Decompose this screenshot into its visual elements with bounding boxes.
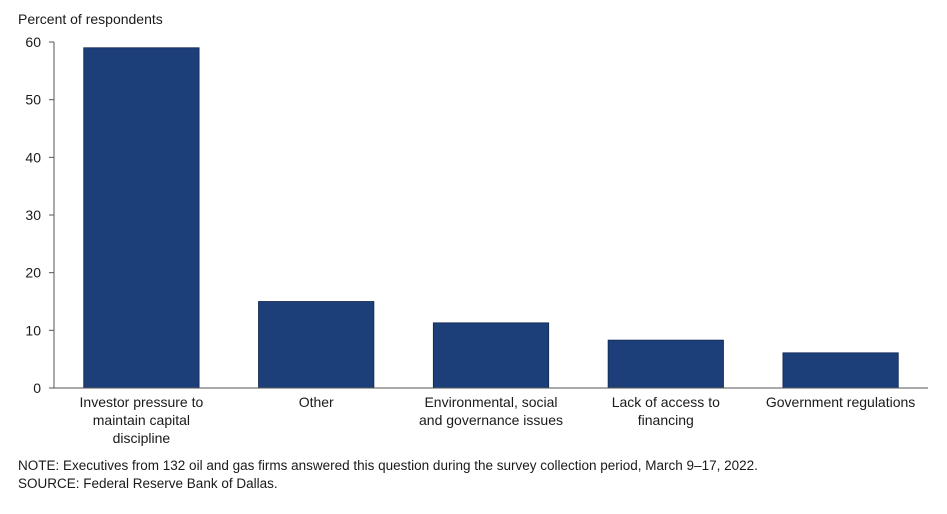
bar xyxy=(782,352,899,389)
x-category-label: Environmental, social xyxy=(424,394,557,410)
y-tick-label: 60 xyxy=(25,34,41,50)
y-tick-label: 50 xyxy=(25,92,41,108)
note-text: NOTE: Executives from 132 oil and gas fi… xyxy=(18,458,758,473)
x-category-label: maintain capital xyxy=(93,412,190,428)
x-category-label: and governance issues xyxy=(419,412,563,428)
x-category-label: Other xyxy=(299,394,334,410)
bar xyxy=(432,322,550,389)
x-category-label: Investor pressure to xyxy=(80,394,204,410)
bar-chart: Percent of respondents 0 10 20 30 40 50 60 Inv… xyxy=(18,11,928,446)
x-category-label: financing xyxy=(638,412,694,428)
y-tick-label: 20 xyxy=(25,265,41,281)
x-category-label: discipline xyxy=(113,430,171,446)
bar xyxy=(607,339,724,389)
bar xyxy=(83,47,200,389)
y-axis-label: Percent of respondents xyxy=(18,11,163,27)
y-tick-label: 0 xyxy=(33,380,41,396)
x-category-label: Government regulations xyxy=(766,394,915,410)
x-category-label: Lack of access to xyxy=(612,394,720,410)
bar xyxy=(258,301,375,389)
source-text: SOURCE: Federal Reserve Bank of Dallas. xyxy=(18,476,278,491)
y-tick-label: 30 xyxy=(25,207,41,223)
chart-notes: NOTE: Executives from 132 oil and gas fi… xyxy=(18,457,758,493)
y-tick-label: 40 xyxy=(25,149,41,165)
y-tick-label: 10 xyxy=(25,322,41,338)
